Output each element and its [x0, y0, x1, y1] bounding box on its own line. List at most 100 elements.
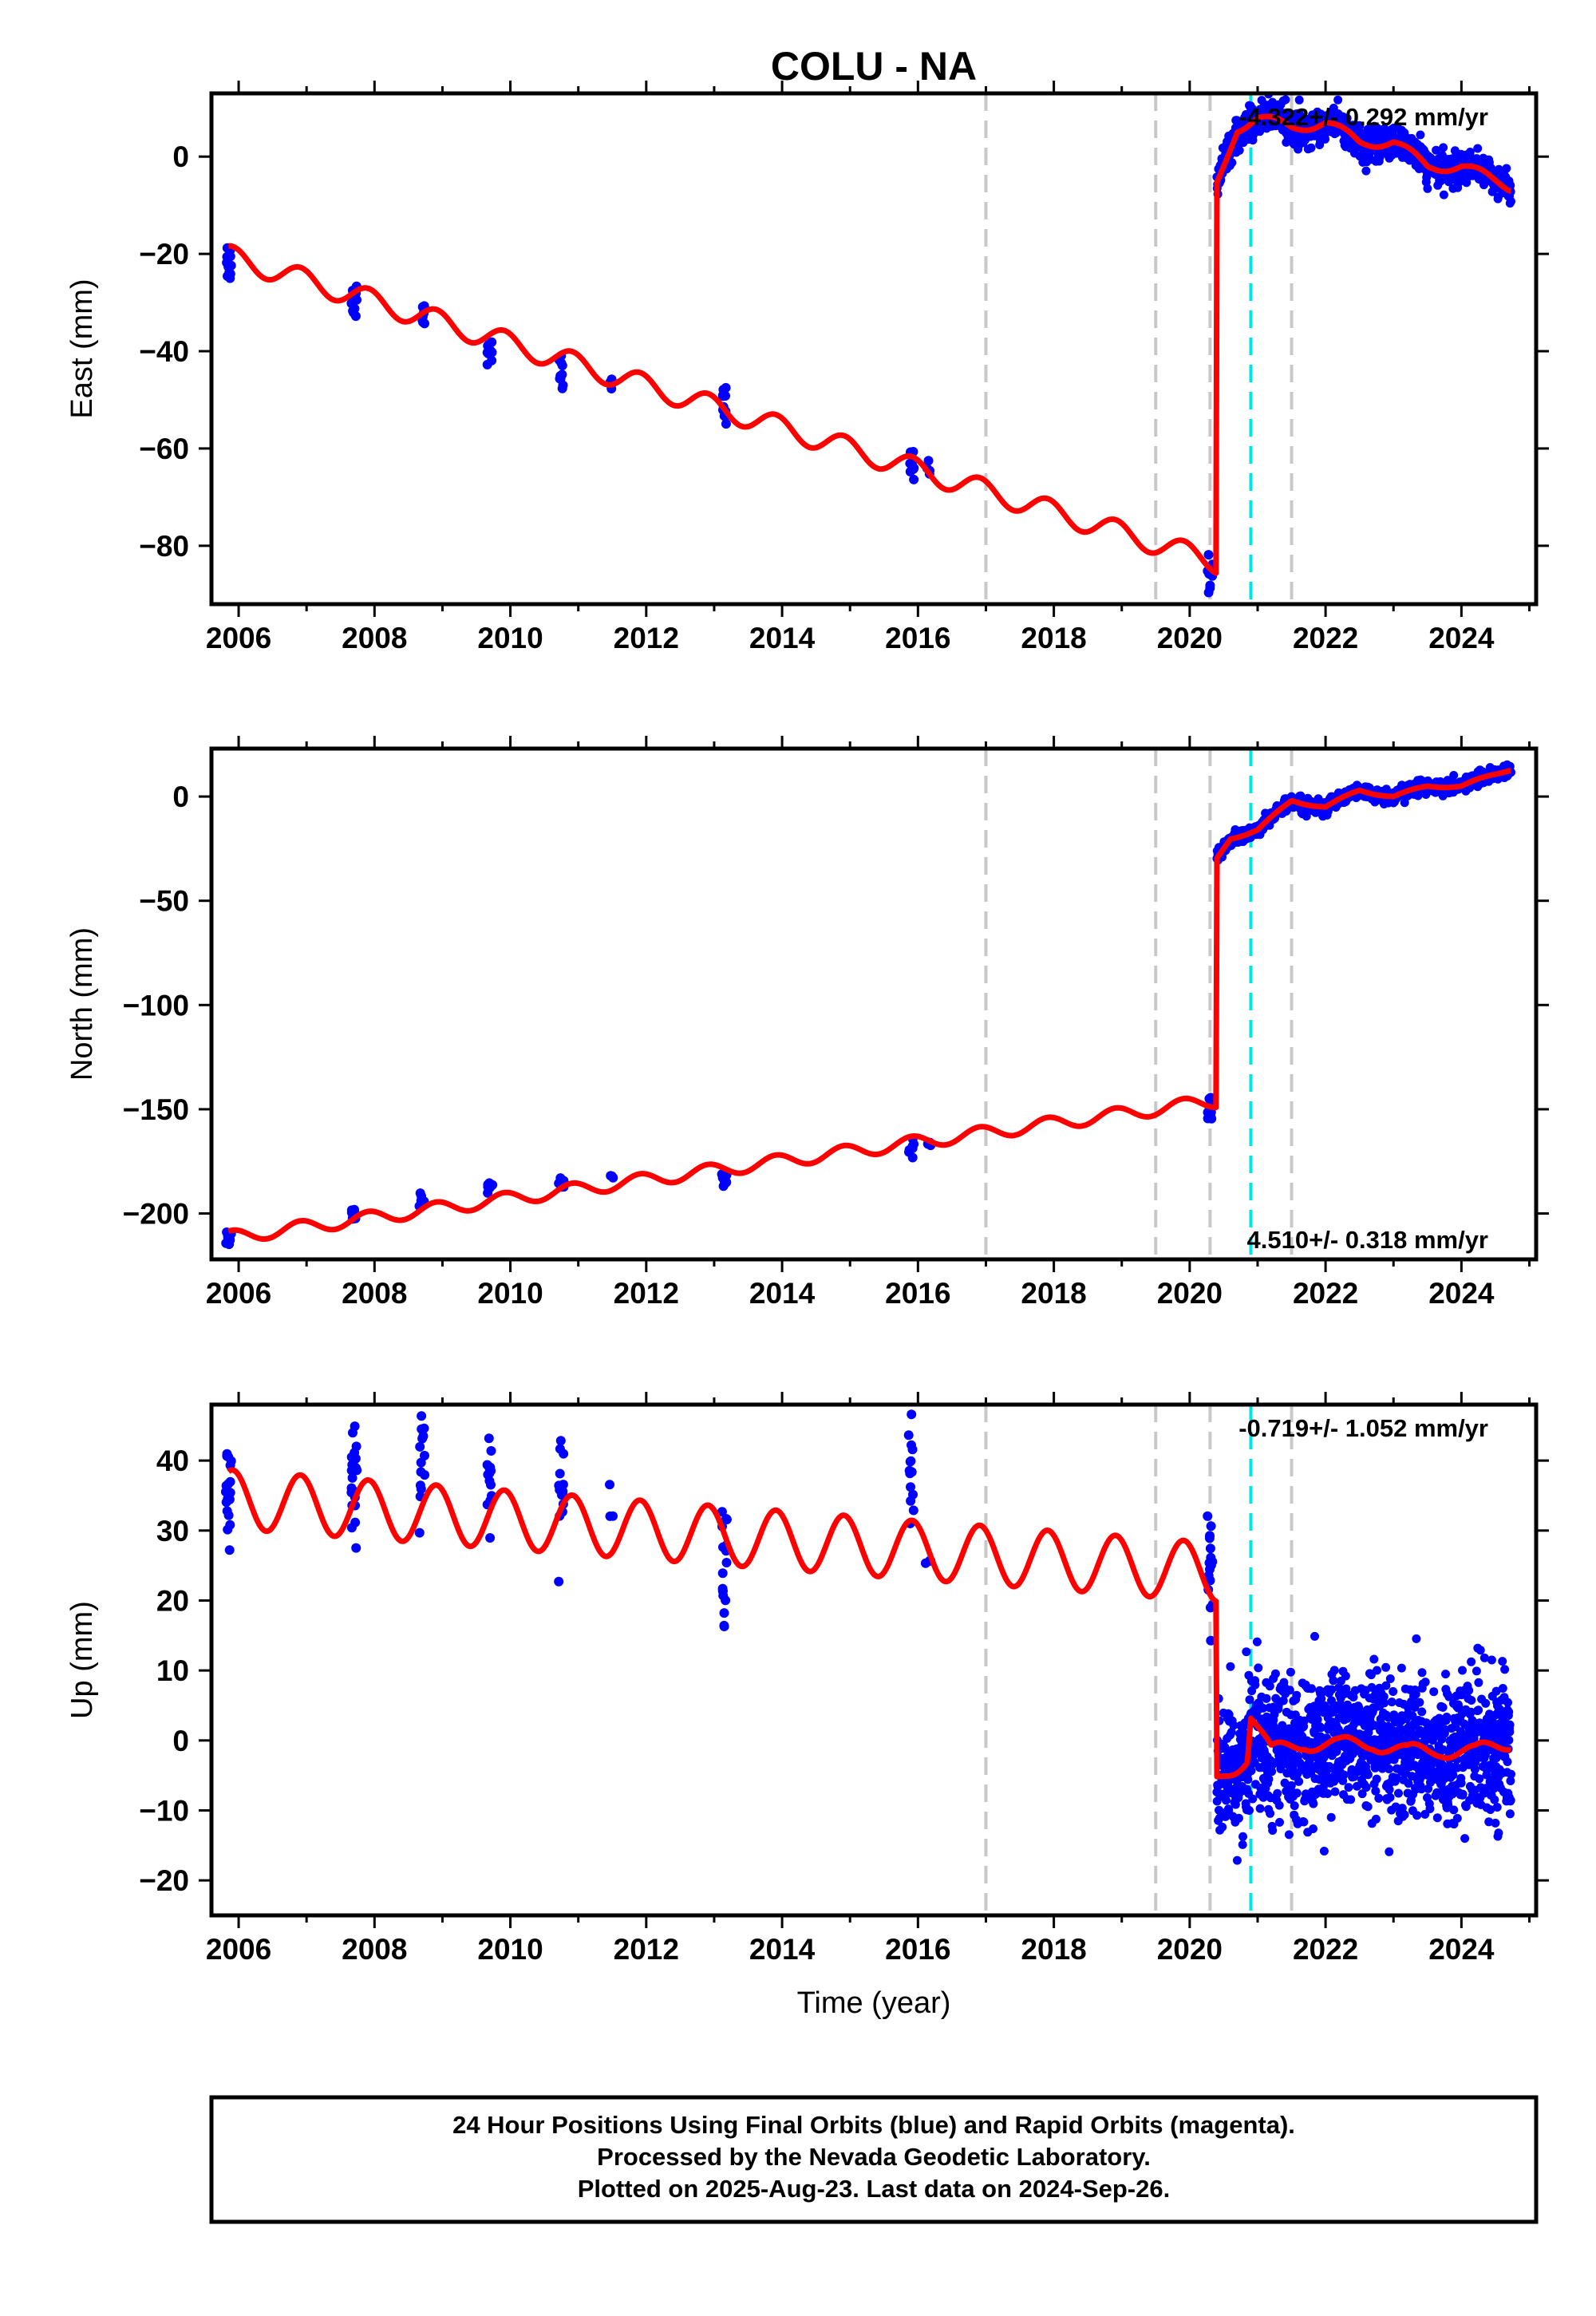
data-point — [220, 1487, 231, 1497]
data-point — [1507, 196, 1515, 206]
data-point — [1205, 1603, 1215, 1613]
data-point — [906, 1482, 915, 1492]
x-tick-label: 2018 — [1021, 1933, 1086, 1966]
data-point — [1394, 1788, 1403, 1798]
x-tick-label: 2020 — [1157, 622, 1223, 654]
data-point — [721, 1514, 731, 1524]
data-point — [1415, 1697, 1424, 1707]
data-point — [1229, 1721, 1238, 1730]
data-point — [1284, 1830, 1294, 1840]
data-point — [1299, 1817, 1309, 1827]
data-point — [1224, 1805, 1234, 1815]
data-point — [1361, 1783, 1371, 1792]
data-point — [1373, 124, 1382, 133]
data-point — [1492, 1803, 1502, 1812]
data-point — [904, 1144, 915, 1155]
data-point — [1294, 1777, 1304, 1786]
data-point — [1278, 1696, 1288, 1705]
y-tick-label: −50 — [139, 885, 189, 918]
data-point — [558, 1486, 568, 1496]
data-point — [1490, 1795, 1499, 1804]
data-point — [1322, 1772, 1332, 1781]
data-point — [1389, 1687, 1398, 1696]
data-point — [1507, 1769, 1515, 1779]
data-point — [721, 382, 731, 393]
data-point — [1385, 1674, 1395, 1683]
data-point — [1285, 1686, 1294, 1695]
data-point — [1205, 580, 1215, 591]
data-point — [1226, 1662, 1235, 1671]
data-point — [909, 474, 919, 484]
x-tick-label: 2018 — [1021, 1277, 1086, 1310]
data-point — [346, 298, 357, 309]
data-point — [1294, 1752, 1303, 1761]
data-point — [1234, 1813, 1243, 1823]
y-axis-title: Up (mm) — [65, 1601, 99, 1719]
data-point — [1491, 1818, 1500, 1828]
data-point — [719, 1608, 729, 1618]
data-point — [485, 346, 496, 356]
data-point — [1264, 1774, 1274, 1784]
data-point — [1429, 1687, 1439, 1697]
panel-frame — [209, 746, 1539, 1262]
x-tick-label: 2022 — [1293, 1933, 1358, 1966]
data-point — [415, 1441, 425, 1452]
data-point — [1498, 1684, 1507, 1693]
data-point — [1265, 1682, 1274, 1691]
data-point — [1238, 1832, 1247, 1841]
data-point — [1309, 1799, 1318, 1808]
data-point — [1417, 1668, 1427, 1678]
data-point — [1266, 1808, 1275, 1818]
data-point — [1240, 1729, 1249, 1738]
data-point — [1504, 1736, 1514, 1745]
data-point — [348, 1428, 358, 1438]
data-point — [1275, 1817, 1284, 1827]
x-tick-label: 2008 — [342, 1277, 407, 1310]
data-point — [1313, 1715, 1322, 1725]
data-point — [416, 1196, 426, 1206]
velocity-label: -0.719+/- 1.052 mm/yr — [1238, 1414, 1488, 1442]
data-point — [605, 1511, 615, 1521]
data-point — [225, 1520, 235, 1530]
data-point — [1439, 143, 1448, 152]
y-tick-label: 30 — [156, 1515, 189, 1547]
y-tick-label: −80 — [139, 530, 189, 563]
data-point — [1439, 190, 1448, 200]
data-point — [1503, 1697, 1512, 1707]
x-tick-label: 2010 — [477, 1277, 543, 1310]
x-tick-label: 2022 — [1293, 622, 1358, 654]
y-tick-label: 10 — [156, 1654, 189, 1687]
data-point — [1487, 1655, 1496, 1665]
data-point — [485, 1533, 496, 1543]
data-point — [1227, 158, 1237, 168]
data-point — [1380, 1698, 1389, 1708]
data-point — [1505, 1809, 1515, 1819]
data-point — [1472, 1666, 1481, 1676]
data-point — [1385, 1792, 1395, 1802]
data-point — [1268, 1826, 1278, 1835]
footer-line-3: Plotted on 2025-Aug-23. Last data on 202… — [578, 2175, 1170, 2203]
data-point — [1481, 1698, 1491, 1708]
data-point — [1380, 124, 1389, 133]
data-point — [1363, 1802, 1373, 1812]
data-point — [1245, 1695, 1254, 1705]
data-point — [486, 1446, 496, 1456]
data-point — [485, 1183, 495, 1193]
velocity-label: -4.322+/- 0.292 mm/yr — [1238, 103, 1488, 131]
data-point — [1467, 1657, 1476, 1666]
data-point — [717, 1507, 727, 1517]
data-point — [224, 1494, 235, 1504]
data-point — [1252, 1637, 1262, 1646]
data-point — [1342, 113, 1352, 123]
x-tick-label: 2014 — [749, 1277, 816, 1310]
data-point — [1292, 1690, 1302, 1700]
data-point — [1420, 1678, 1430, 1687]
data-point — [1222, 1796, 1231, 1805]
y-tick-label: −20 — [139, 1864, 189, 1897]
data-point — [1270, 1669, 1280, 1678]
y-tick-label: 0 — [172, 1725, 189, 1757]
data-point — [1203, 1511, 1213, 1521]
data-point — [1452, 1813, 1462, 1823]
x-tick-label: 2012 — [614, 622, 679, 654]
data-point — [1255, 1804, 1265, 1813]
